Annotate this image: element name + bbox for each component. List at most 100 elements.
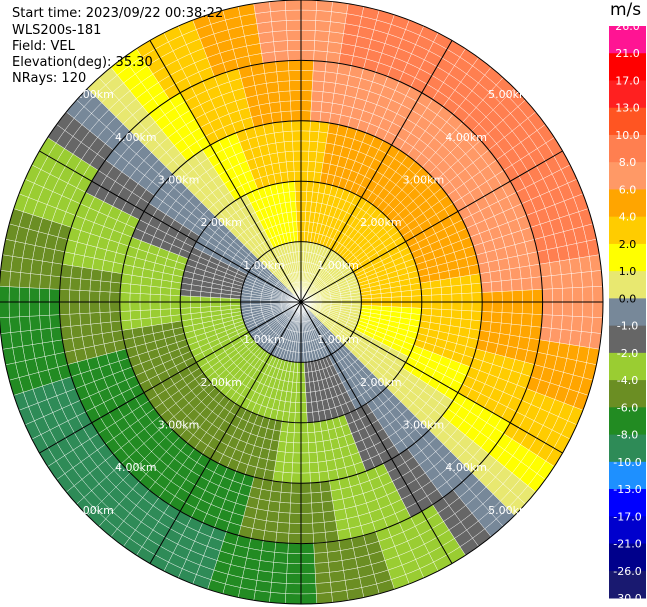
velocity-gate	[480, 281, 493, 293]
velocity-gate	[259, 41, 275, 54]
velocity-gate	[329, 570, 346, 583]
velocity-gate	[291, 211, 297, 223]
velocity-gate	[561, 273, 573, 289]
velocity-gate	[293, 170, 302, 182]
velocity-gate	[285, 583, 302, 595]
colorbar-tick-label: 4.0	[619, 211, 637, 224]
velocity-gate	[300, 90, 313, 102]
velocity-gate	[531, 276, 543, 291]
velocity-gate	[39, 288, 50, 303]
velocity-gate	[277, 512, 291, 524]
velocity-gate	[499, 268, 512, 282]
velocity-gate	[139, 301, 151, 311]
velocity-gate	[551, 314, 563, 330]
velocity-gate	[300, 563, 316, 575]
velocity-gate	[511, 290, 523, 303]
velocity-gate	[481, 301, 493, 313]
velocity-gate	[572, 301, 584, 317]
velocity-gate	[300, 543, 315, 554]
velocity-gate	[149, 285, 162, 295]
velocity-gate	[119, 310, 132, 322]
velocity-gate	[310, 100, 323, 113]
velocity-gate	[291, 120, 302, 132]
velocity-gate	[316, 450, 327, 463]
velocity-gate	[300, 422, 309, 434]
velocity-gate	[49, 314, 61, 329]
velocity-gate	[264, 71, 279, 84]
velocity-gate	[288, 60, 302, 71]
velocity-gate	[311, 80, 325, 92]
velocity-gate	[149, 309, 162, 319]
velocity-gate	[521, 277, 533, 291]
velocity-gate	[283, 140, 294, 153]
velocity-gate	[471, 292, 483, 303]
velocity-gate	[441, 293, 453, 303]
velocity-gate	[480, 311, 493, 323]
velocity-gate	[99, 301, 111, 313]
velocity-gate	[270, 582, 287, 594]
velocity-gate	[272, 121, 284, 134]
velocity-gate	[381, 301, 392, 307]
velocity-gate	[149, 293, 161, 303]
velocity-gate	[300, 191, 308, 202]
velocity-gate	[300, 60, 314, 71]
velocity-gate	[314, 431, 324, 443]
velocity-gate	[19, 316, 31, 332]
velocity-gate	[300, 452, 310, 464]
velocity-gate	[258, 102, 272, 116]
velocity-gate	[470, 310, 483, 322]
range-ring-label: 5.00km	[488, 504, 530, 517]
velocity-gate	[296, 211, 302, 222]
velocity-gate	[292, 442, 302, 454]
velocity-gate	[272, 470, 284, 483]
velocity-gate	[308, 441, 318, 454]
velocity-gate	[297, 231, 302, 242]
velocity-gate	[461, 301, 473, 312]
colorbar-unit: m/s	[610, 0, 642, 20]
velocity-gate	[300, 533, 314, 544]
range-ring-label: 4.00km	[115, 461, 157, 474]
velocity-gate	[59, 313, 71, 328]
velocity-gate	[309, 130, 320, 143]
velocity-gate	[440, 285, 453, 295]
velocity-gate	[258, 560, 274, 573]
velocity-gate	[120, 273, 133, 285]
velocity-gate	[99, 311, 112, 324]
velocity-gate	[308, 150, 318, 163]
velocity-gate	[309, 120, 321, 133]
velocity-gate	[312, 532, 327, 544]
velocity-gate	[277, 151, 287, 164]
velocity-gate	[582, 286, 594, 303]
velocity-gate	[300, 462, 311, 474]
velocity-gate	[289, 80, 302, 92]
colorbar-tick-label: -4.0	[617, 374, 638, 387]
colorbar-tick-label: -21.0	[613, 538, 641, 551]
velocity-gate	[59, 301, 70, 315]
velocity-gate	[309, 461, 320, 474]
velocity-gate	[272, 30, 288, 42]
velocity-gate	[391, 301, 402, 308]
velocity-gate	[89, 301, 101, 314]
velocity-gate	[295, 392, 302, 403]
velocity-gate	[28, 287, 40, 303]
colorbar-tick-label: -8.0	[617, 429, 638, 442]
velocity-gate	[592, 285, 604, 303]
velocity-gate	[300, 9, 317, 21]
velocity-gate	[49, 275, 61, 290]
velocity-gate	[323, 520, 338, 533]
velocity-gate	[300, 583, 317, 595]
velocity-gate	[293, 422, 302, 434]
colorbar-tick-label: -17.0	[613, 510, 641, 523]
velocity-gate	[292, 452, 302, 464]
velocity-gate	[312, 70, 326, 82]
velocity-gate	[280, 171, 289, 183]
velocity-gate	[8, 301, 20, 318]
velocity-gate	[200, 306, 212, 313]
velocity-gate	[210, 301, 221, 307]
velocity-gate	[190, 295, 201, 303]
velocity-gate	[292, 221, 298, 233]
velocity-gate	[180, 307, 192, 315]
velocity-gate	[59, 276, 71, 291]
velocity-gate	[70, 265, 83, 280]
velocity-gate	[319, 480, 332, 493]
